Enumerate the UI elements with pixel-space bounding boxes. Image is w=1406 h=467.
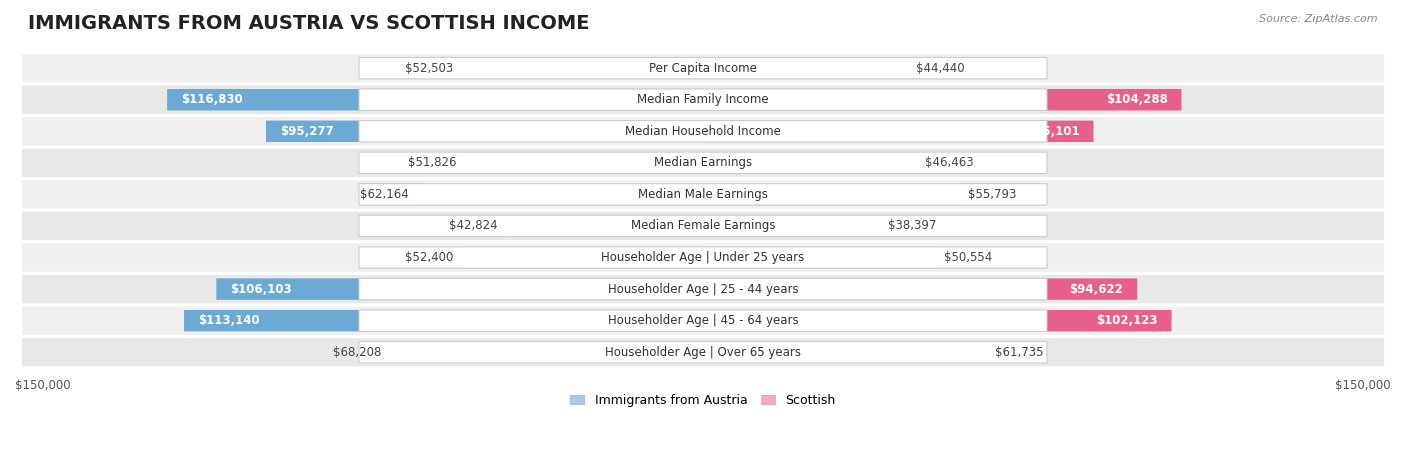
FancyBboxPatch shape — [703, 57, 907, 79]
Text: $44,440: $44,440 — [915, 62, 965, 75]
Text: $68,208: $68,208 — [333, 346, 381, 359]
FancyBboxPatch shape — [167, 89, 703, 110]
Text: Median Family Income: Median Family Income — [637, 93, 769, 106]
Text: $94,622: $94,622 — [1070, 283, 1123, 296]
Text: Householder Age | Over 65 years: Householder Age | Over 65 years — [605, 346, 801, 359]
Text: $61,735: $61,735 — [995, 346, 1043, 359]
FancyBboxPatch shape — [22, 149, 1384, 177]
Text: Median Earnings: Median Earnings — [654, 156, 752, 170]
FancyBboxPatch shape — [463, 247, 703, 268]
Text: $55,793: $55,793 — [969, 188, 1017, 201]
FancyBboxPatch shape — [389, 341, 703, 363]
Text: Median Male Earnings: Median Male Earnings — [638, 188, 768, 201]
FancyBboxPatch shape — [703, 310, 1171, 332]
Text: $51,826: $51,826 — [408, 156, 456, 170]
FancyBboxPatch shape — [266, 120, 703, 142]
FancyBboxPatch shape — [22, 180, 1384, 209]
FancyBboxPatch shape — [22, 243, 1384, 272]
Text: $106,103: $106,103 — [231, 283, 291, 296]
Text: $113,140: $113,140 — [198, 314, 260, 327]
FancyBboxPatch shape — [22, 338, 1384, 367]
FancyBboxPatch shape — [22, 212, 1384, 240]
Text: $150,000: $150,000 — [1336, 379, 1391, 392]
FancyBboxPatch shape — [703, 215, 879, 237]
FancyBboxPatch shape — [703, 152, 917, 174]
Text: $102,123: $102,123 — [1097, 314, 1157, 327]
Text: $62,164: $62,164 — [360, 188, 409, 201]
Text: Median Female Earnings: Median Female Earnings — [631, 219, 775, 233]
FancyBboxPatch shape — [359, 247, 1047, 268]
Text: $52,503: $52,503 — [405, 62, 453, 75]
Text: Per Capita Income: Per Capita Income — [650, 62, 756, 75]
FancyBboxPatch shape — [359, 215, 1047, 237]
FancyBboxPatch shape — [359, 310, 1047, 332]
Text: Householder Age | Under 25 years: Householder Age | Under 25 years — [602, 251, 804, 264]
FancyBboxPatch shape — [703, 89, 1181, 110]
Text: IMMIGRANTS FROM AUSTRIA VS SCOTTISH INCOME: IMMIGRANTS FROM AUSTRIA VS SCOTTISH INCO… — [28, 14, 589, 33]
Text: Householder Age | 45 - 64 years: Householder Age | 45 - 64 years — [607, 314, 799, 327]
Text: $38,397: $38,397 — [889, 219, 936, 233]
FancyBboxPatch shape — [217, 278, 703, 300]
FancyBboxPatch shape — [359, 89, 1047, 110]
FancyBboxPatch shape — [703, 120, 1094, 142]
FancyBboxPatch shape — [359, 278, 1047, 300]
Text: $95,277: $95,277 — [280, 125, 333, 138]
FancyBboxPatch shape — [463, 57, 703, 79]
Text: Median Household Income: Median Household Income — [626, 125, 780, 138]
Text: $46,463: $46,463 — [925, 156, 974, 170]
Text: $50,554: $50,554 — [943, 251, 993, 264]
Text: $85,101: $85,101 — [1026, 125, 1080, 138]
FancyBboxPatch shape — [703, 278, 1137, 300]
Text: $52,400: $52,400 — [405, 251, 454, 264]
FancyBboxPatch shape — [22, 54, 1384, 82]
FancyBboxPatch shape — [184, 310, 703, 332]
Text: $42,824: $42,824 — [449, 219, 498, 233]
FancyBboxPatch shape — [703, 341, 986, 363]
FancyBboxPatch shape — [22, 306, 1384, 335]
FancyBboxPatch shape — [359, 120, 1047, 142]
FancyBboxPatch shape — [22, 117, 1384, 146]
FancyBboxPatch shape — [359, 152, 1047, 174]
FancyBboxPatch shape — [359, 341, 1047, 363]
Text: Householder Age | 25 - 44 years: Householder Age | 25 - 44 years — [607, 283, 799, 296]
FancyBboxPatch shape — [22, 85, 1384, 114]
Legend: Immigrants from Austria, Scottish: Immigrants from Austria, Scottish — [565, 389, 841, 412]
FancyBboxPatch shape — [22, 275, 1384, 303]
FancyBboxPatch shape — [359, 184, 1047, 205]
FancyBboxPatch shape — [465, 152, 703, 174]
FancyBboxPatch shape — [506, 215, 703, 237]
Text: Source: ZipAtlas.com: Source: ZipAtlas.com — [1260, 14, 1378, 24]
FancyBboxPatch shape — [703, 247, 935, 268]
Text: $116,830: $116,830 — [181, 93, 243, 106]
FancyBboxPatch shape — [703, 184, 959, 205]
FancyBboxPatch shape — [418, 184, 703, 205]
Text: $104,288: $104,288 — [1105, 93, 1167, 106]
FancyBboxPatch shape — [359, 57, 1047, 79]
Text: $150,000: $150,000 — [15, 379, 70, 392]
